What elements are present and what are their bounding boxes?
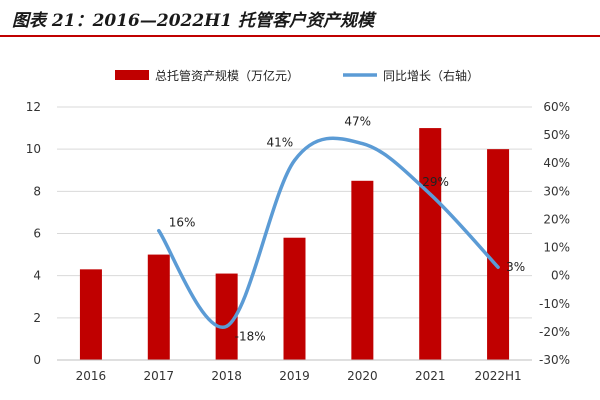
bar: [283, 237, 306, 360]
growth-line: [157, 136, 500, 329]
data-label: 16%: [169, 216, 196, 230]
legend-label-bar: 总托管资产规模（万亿元）: [155, 68, 299, 83]
x-tick-label: 2019: [279, 369, 310, 383]
y-right-tick-label: 10%: [543, 241, 570, 255]
bar: [351, 180, 374, 360]
y-left-tick-label: 10: [26, 142, 41, 156]
y-right-tick-label: 0%: [551, 269, 570, 283]
y-right-tick-label: 20%: [543, 212, 570, 226]
y-left-tick-label: 6: [33, 227, 41, 241]
y-left-tick-label: 8: [33, 184, 41, 198]
x-tick-label: 2017: [144, 369, 175, 383]
bar: [419, 128, 442, 360]
y-left-tick-label: 2: [33, 311, 41, 325]
y-axis-right: -30% -20% -10% 0% 10% 20% 30% 40% 50% 60%: [539, 100, 570, 367]
data-label: 41%: [267, 135, 294, 149]
legend: 总托管资产规模（万亿元） 同比增长（右轴）: [115, 68, 479, 83]
y-right-tick-label: 40%: [543, 156, 570, 170]
line-point: [428, 192, 432, 196]
y-left-tick-label: 4: [33, 269, 41, 283]
y-right-tick-label: -10%: [539, 297, 570, 311]
title-rule: [0, 35, 600, 37]
y-left-tick-label: 12: [26, 100, 41, 114]
y-left-tick-label: 0: [33, 353, 41, 367]
data-label: 29%: [422, 175, 449, 189]
y-right-tick-label: -30%: [539, 353, 570, 367]
x-axis: 2016 2017 2018 2019 2020 2021 2022H1: [57, 359, 532, 383]
data-label: 47%: [344, 115, 371, 129]
line-series: [157, 136, 500, 329]
line-point: [225, 324, 229, 328]
data-label: 3%: [506, 260, 525, 274]
legend-label-line: 同比增长（右轴）: [383, 68, 479, 83]
line-point: [157, 229, 161, 233]
x-tick-label: 2020: [347, 369, 378, 383]
y-right-tick-label: -20%: [539, 325, 570, 339]
y-axis-left: 0 2 4 6 8 10 12: [26, 100, 41, 367]
data-label: -18%: [235, 329, 266, 343]
y-right-tick-label: 50%: [543, 128, 570, 142]
line-point: [496, 265, 500, 269]
chart-title: 图表 21：2016—2022H1 托管客户资产规模: [12, 11, 375, 31]
x-tick-label: 2021: [415, 369, 446, 383]
data-labels: 16% -18% 41% 47% 29% 3%: [169, 115, 525, 344]
bar: [487, 149, 510, 360]
y-right-tick-label: 60%: [543, 100, 570, 114]
x-tick-label: 2016: [76, 369, 107, 383]
line-point: [293, 158, 296, 162]
bar: [147, 254, 170, 360]
x-tick-label: 2022H1: [474, 369, 521, 383]
legend-swatch-bar: [115, 70, 149, 80]
bar: [79, 269, 102, 360]
line-point: [360, 142, 364, 146]
x-tick-label: 2018: [211, 369, 242, 383]
bar-series: [79, 128, 510, 360]
y-right-tick-label: 30%: [543, 184, 570, 198]
bar: [215, 273, 238, 360]
